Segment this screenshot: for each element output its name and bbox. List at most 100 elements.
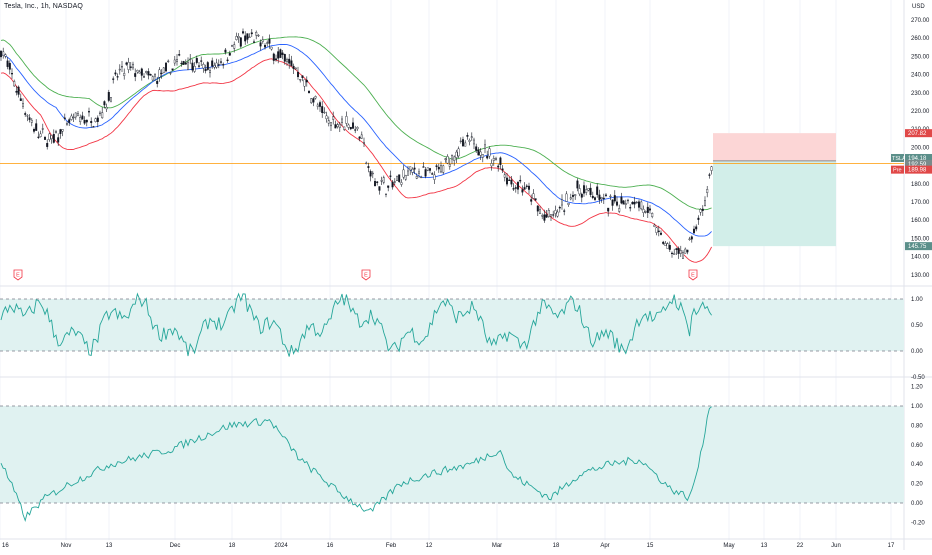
- candle-body: [10, 73, 13, 75]
- candle-body: [266, 42, 269, 44]
- candle-body: [660, 232, 663, 235]
- candle-body: [136, 70, 139, 73]
- earnings-marker-label: E: [364, 273, 368, 279]
- candle-body: [534, 198, 537, 201]
- candle-body: [87, 111, 90, 113]
- ma-line-green: [0, 36, 712, 211]
- candle-body: [55, 131, 58, 133]
- price-axis-tick: 150.00: [911, 236, 930, 242]
- candle-body: [521, 189, 524, 193]
- candle-body: [369, 171, 372, 177]
- candle-body: [127, 62, 130, 70]
- candle-body: [633, 201, 636, 205]
- candle-body: [440, 165, 443, 173]
- indicator1-tick: 0.00: [911, 349, 923, 355]
- candle-body: [164, 62, 167, 72]
- candle-body: [605, 194, 608, 196]
- candle-body: [294, 67, 297, 70]
- candle-body: [125, 62, 128, 65]
- candle-body: [572, 194, 575, 197]
- candle-body: [690, 236, 693, 240]
- candle-body: [352, 122, 355, 129]
- candle-body: [334, 124, 337, 129]
- time-axis-label: 18: [553, 543, 560, 549]
- price-axis-tick: 230.00: [911, 91, 930, 97]
- candle-body: [415, 176, 418, 179]
- candle-body: [83, 120, 86, 124]
- earnings-marker-label: E: [691, 273, 695, 279]
- candle-body: [519, 179, 522, 182]
- candle-body: [710, 166, 713, 171]
- entry-price-badge-text: 192.59: [908, 162, 927, 168]
- candle-body: [316, 104, 319, 107]
- candle-body: [642, 208, 645, 213]
- candle-body: [332, 116, 335, 120]
- ticker-badge-text: TSLA: [892, 156, 906, 162]
- target-price-badge-text: 145.75: [908, 244, 927, 250]
- candle-body: [76, 113, 79, 116]
- candle-body: [708, 174, 711, 176]
- candle-body: [272, 53, 275, 61]
- candle-body: [444, 158, 447, 160]
- candle-body: [385, 193, 388, 195]
- price-axis-tick: 240.00: [911, 73, 930, 79]
- time-axis-label: 16: [327, 543, 334, 549]
- candle-body: [453, 156, 456, 161]
- indicator2-line: [0, 406, 712, 523]
- indicator2-band: [0, 406, 904, 503]
- candle-body: [292, 65, 295, 69]
- candle-body: [180, 62, 183, 65]
- price-axis-tick: 170.00: [911, 200, 930, 206]
- indicator2-tick: 0.60: [911, 443, 923, 449]
- currency-label: USD: [912, 4, 925, 10]
- earnings-marker-icon: [361, 269, 371, 281]
- candle-body: [391, 181, 394, 188]
- pre-tag-badge: [891, 165, 904, 174]
- time-axis-label: Jun: [831, 543, 841, 549]
- candle-body: [134, 73, 137, 77]
- candle-body: [638, 201, 641, 208]
- candle-body: [46, 143, 49, 147]
- candle-body: [468, 140, 471, 142]
- candle-body: [74, 112, 77, 118]
- candle-body: [506, 177, 509, 185]
- candle-body: [477, 149, 480, 156]
- last-price-badge-text: 194.18: [908, 156, 927, 162]
- candle-body: [411, 168, 414, 173]
- candle-body: [609, 195, 612, 198]
- chart-title[interactable]: Tesla, Inc., 1h, NASDAQ: [4, 3, 83, 10]
- candle-body: [664, 243, 667, 246]
- candle-body: [682, 251, 685, 259]
- candle-body: [211, 60, 214, 67]
- candle-body: [299, 79, 302, 81]
- candle-body: [57, 137, 60, 143]
- candle-body: [286, 59, 289, 62]
- candle-body: [140, 68, 143, 76]
- candle-body: [400, 182, 403, 185]
- earnings-marker-icon: [688, 269, 698, 281]
- candle-body: [217, 64, 220, 66]
- candle-body: [182, 61, 185, 65]
- candle-body: [574, 194, 577, 197]
- candle-body: [268, 38, 271, 44]
- candle-body: [327, 120, 330, 124]
- candle-body: [191, 62, 194, 71]
- candle-body: [257, 34, 260, 37]
- candle-body: [585, 189, 588, 193]
- candle-body: [616, 201, 619, 206]
- candle-body: [499, 157, 502, 165]
- candle-body: [129, 66, 132, 68]
- candle-body: [142, 76, 145, 78]
- ma-line-blue: [0, 43, 712, 237]
- candle-body: [193, 66, 196, 72]
- time-axis-label: May: [723, 543, 734, 549]
- candle-body: [393, 181, 396, 183]
- ma-line-red: [0, 58, 712, 263]
- candle-body: [252, 41, 255, 43]
- candle-body: [479, 151, 482, 156]
- candle-body: [233, 44, 236, 49]
- candle-body: [241, 31, 244, 34]
- candle-body: [310, 98, 313, 103]
